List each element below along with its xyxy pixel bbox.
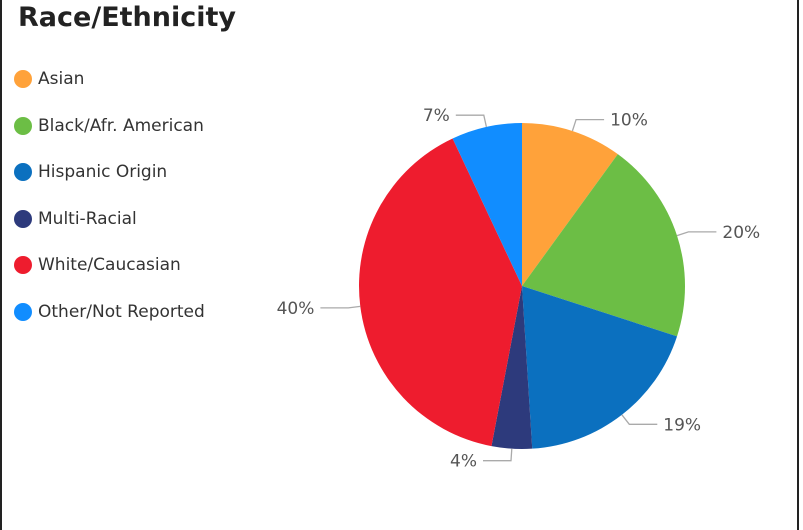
legend-swatch bbox=[14, 256, 32, 275]
legend-item-black-afr-american[interactable]: Black/Afr. American bbox=[14, 103, 205, 150]
legend-item-white-caucasian[interactable]: White/Caucasian bbox=[14, 242, 205, 289]
legend-swatch bbox=[14, 302, 32, 321]
leader-line-asian bbox=[571, 118, 605, 132]
legend-swatch bbox=[14, 70, 32, 89]
legend-swatch bbox=[14, 209, 32, 228]
legend-label: Asian bbox=[38, 69, 85, 90]
legend-label: Black/Afr. American bbox=[38, 115, 204, 136]
chart-title: Race/Ethnicity bbox=[18, 2, 237, 33]
pie-slice-other-not-reported[interactable] bbox=[452, 123, 522, 286]
legend-swatch bbox=[14, 116, 32, 135]
legend-item-asian[interactable]: Asian bbox=[14, 56, 205, 103]
pie-slice-multi-racial[interactable] bbox=[491, 286, 533, 450]
leader-line-black-afr-american bbox=[676, 231, 717, 237]
legend-label: White/Caucasian bbox=[38, 255, 181, 276]
data-label-white-caucasian: 40% bbox=[277, 299, 315, 319]
leader-line-multi-racial bbox=[483, 448, 513, 462]
legend-swatch bbox=[14, 163, 32, 182]
pie-slice-white-caucasian[interactable] bbox=[359, 138, 522, 447]
data-label-hispanic-origin: 19% bbox=[663, 415, 701, 435]
data-label-asian: 10% bbox=[610, 111, 648, 131]
data-label-black-afr-american: 20% bbox=[722, 223, 760, 243]
pie-slice-hispanic-origin[interactable] bbox=[522, 286, 678, 449]
pie-slice-asian[interactable] bbox=[522, 122, 618, 286]
legend-label: Multi-Racial bbox=[38, 208, 137, 229]
data-label-other-not-reported: 7% bbox=[423, 106, 450, 126]
legend: Asian Black/Afr. American Hispanic Origin M… bbox=[14, 56, 205, 335]
leader-line-white-caucasian bbox=[320, 305, 361, 309]
legend-label: Hispanic Origin bbox=[38, 162, 168, 183]
leader-line-hispanic-origin bbox=[621, 414, 658, 425]
legend-label: Other/Not Reported bbox=[38, 301, 205, 322]
data-label-multi-racial: 4% bbox=[450, 452, 477, 472]
legend-item-other-not-reported[interactable]: Other/Not Reported bbox=[14, 289, 205, 336]
leader-line-other-not-reported bbox=[455, 114, 488, 128]
legend-item-hispanic-origin[interactable]: Hispanic Origin bbox=[14, 149, 205, 196]
legend-item-multi-racial[interactable]: Multi-Racial bbox=[14, 196, 205, 243]
pie-slice-black-afr-american[interactable] bbox=[522, 154, 685, 337]
